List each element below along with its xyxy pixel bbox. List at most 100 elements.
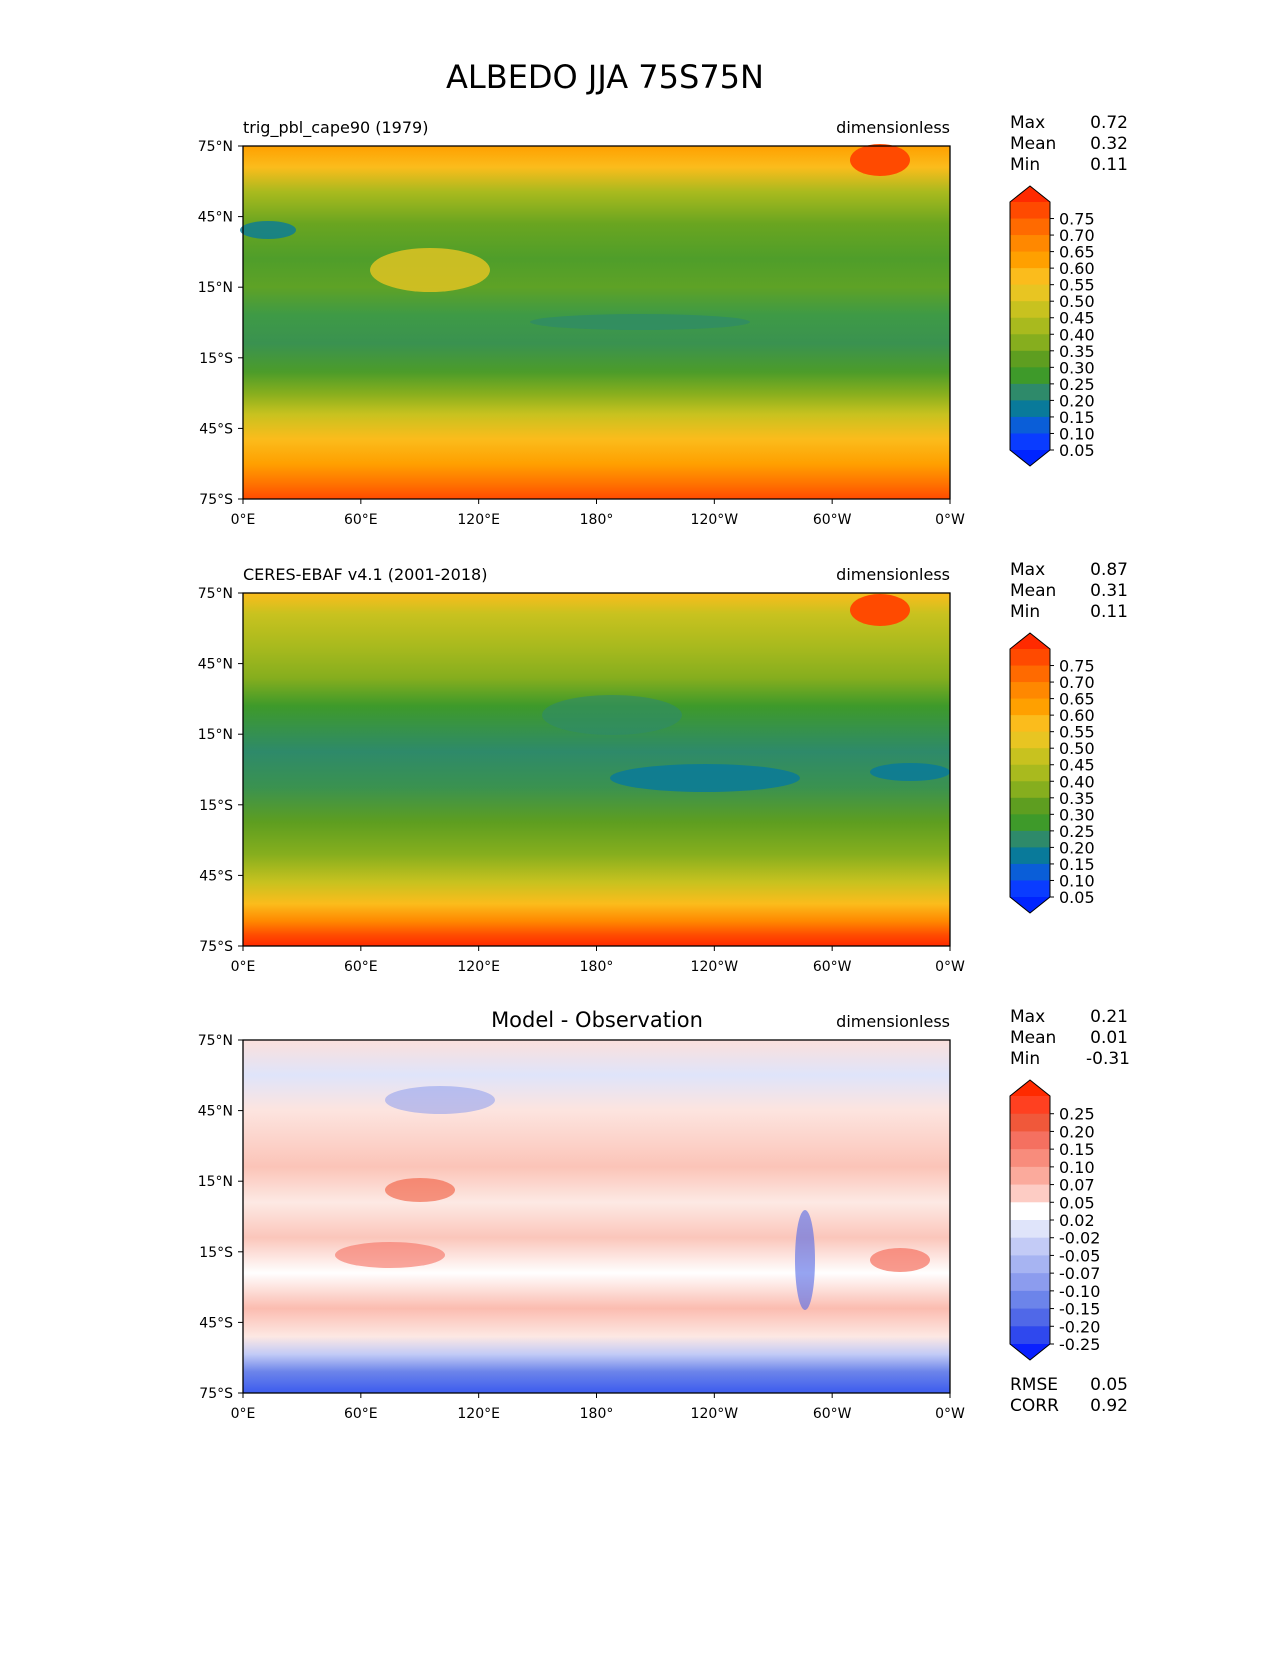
stat-mean-label: Mean — [1010, 1028, 1056, 1048]
colorbar-tick-label: 0.45 — [1059, 756, 1095, 775]
colorbar-bin — [1010, 830, 1050, 848]
colorbar-extend-min — [1010, 897, 1050, 913]
map-feature — [870, 763, 950, 781]
colorbar-tick-label: 0.30 — [1059, 805, 1095, 824]
stat-min-value: 0.11 — [1090, 155, 1128, 175]
colorbar-tick-label: 0.10 — [1059, 424, 1095, 443]
stat-min-label: Min — [1010, 155, 1040, 175]
colorbar-tick-label: -0.20 — [1059, 1317, 1100, 1336]
stat-max-value: 0.21 — [1090, 1007, 1128, 1027]
colorbar-bin — [1010, 880, 1050, 898]
stat-min-label: Min — [1010, 602, 1040, 622]
stat-max-value: 0.87 — [1090, 560, 1128, 580]
stat-mean-value: 0.01 — [1090, 1028, 1128, 1048]
map-feature — [385, 1178, 455, 1202]
colorbar-bin — [1010, 715, 1050, 733]
colorbar-tick-label: 0.55 — [1059, 723, 1095, 742]
colorbar-tick-label: 0.10 — [1059, 1158, 1095, 1177]
map-feature — [870, 1248, 930, 1272]
colorbar-bin — [1010, 317, 1050, 335]
lat-tick-label: 75°N — [198, 586, 233, 602]
colorbar-extend-min — [1010, 1344, 1050, 1360]
lat-tick-label: 75°S — [199, 1386, 233, 1402]
colorbar-tick-label: 0.55 — [1059, 276, 1095, 295]
lon-tick-label: 60°W — [813, 959, 852, 975]
colorbar-tick-label: 0.40 — [1059, 325, 1095, 344]
colorbar-tick-label: 0.07 — [1059, 1176, 1095, 1195]
map-feature — [335, 1242, 445, 1268]
lon-tick-label: 0°E — [231, 959, 256, 975]
colorbar-tick-label: 0.02 — [1059, 1211, 1095, 1230]
colorbar-tick-label: 0.65 — [1059, 690, 1095, 709]
lon-tick-label: 120°E — [457, 1406, 500, 1422]
colorbar-tick-label: 0.35 — [1059, 789, 1095, 808]
colorbar-bin — [1010, 1237, 1050, 1257]
lat-tick-label: 75°S — [199, 939, 233, 955]
panel-subtitle: trig_pbl_cape90 (1979) — [243, 118, 428, 138]
lon-tick-label: 60°W — [813, 1406, 852, 1422]
lon-tick-label: 180° — [580, 512, 614, 528]
colorbar-bin — [1010, 814, 1050, 832]
colorbar-tick-label: -0.05 — [1059, 1246, 1100, 1265]
colorbar-tick-label: 0.20 — [1059, 838, 1095, 857]
lon-tick-label: 0°W — [935, 512, 965, 528]
colorbar-bin — [1010, 1308, 1050, 1327]
colorbar-bin — [1010, 665, 1050, 683]
stat-mean-value: 0.31 — [1090, 581, 1128, 601]
colorbar-extend-max — [1010, 633, 1050, 649]
stat-min-value: -0.31 — [1086, 1049, 1130, 1069]
colorbar-bin — [1010, 383, 1050, 401]
colorbar-tick-label: 0.35 — [1059, 342, 1095, 361]
stat-rmse-value: 0.05 — [1090, 1375, 1128, 1395]
lat-tick-label: 15°S — [199, 351, 233, 367]
stat-max-label: Max — [1010, 113, 1045, 133]
lat-tick-label: 15°N — [198, 1174, 233, 1190]
colorbar-tick-label: -0.25 — [1059, 1335, 1100, 1354]
panel-difference: Model - Observation dimensionless 75°N 45… — [198, 1007, 1130, 1422]
colorbar-tick-label: 0.45 — [1059, 309, 1095, 328]
colorbar-tick-label: 0.15 — [1059, 855, 1095, 874]
map-field — [243, 1040, 950, 1393]
colorbar-bin — [1010, 268, 1050, 286]
stat-mean-label: Mean — [1010, 581, 1056, 601]
figure-title: ALBEDO JJA 75S75N — [446, 58, 764, 96]
colorbar-bin — [1010, 218, 1050, 236]
colorbar-tick-label: 0.70 — [1059, 673, 1095, 692]
colorbar-bin — [1010, 1184, 1050, 1203]
colorbar-bin — [1010, 797, 1050, 815]
lat-tick-label: 15°S — [199, 1245, 233, 1261]
colorbar-bin — [1010, 1096, 1050, 1115]
colorbar-extend-max — [1010, 1080, 1050, 1096]
lat-tick-label: 15°S — [199, 798, 233, 814]
map-field — [243, 593, 950, 946]
lon-tick-label: 120°W — [691, 1406, 739, 1422]
map-feature — [542, 695, 682, 735]
lon-tick-label: 60°E — [344, 959, 378, 975]
stat-corr-label: CORR — [1010, 1396, 1059, 1416]
colorbar-tick-label: -0.02 — [1059, 1229, 1100, 1248]
colorbar-bin — [1010, 764, 1050, 782]
colorbar-tick-label: 0.20 — [1059, 1122, 1095, 1141]
colorbar-bin — [1010, 1326, 1050, 1345]
colorbar-bin — [1010, 1166, 1050, 1186]
lon-tick-label: 120°W — [691, 959, 739, 975]
stat-max-value: 0.72 — [1090, 113, 1128, 133]
colorbar-tick-label: -0.07 — [1059, 1264, 1100, 1283]
colorbar-tick-label: -0.10 — [1059, 1282, 1100, 1301]
colorbar-tick-label: 0.50 — [1059, 292, 1095, 311]
stat-min-value: 0.11 — [1090, 602, 1128, 622]
colorbar-tick-label: 0.75 — [1059, 210, 1095, 229]
colorbar-bin — [1010, 698, 1050, 716]
map-feature — [385, 1086, 495, 1114]
lon-tick-label: 60°E — [344, 512, 378, 528]
colorbar-tick-label: 0.50 — [1059, 739, 1095, 758]
lat-tick-label: 75°N — [198, 1033, 233, 1049]
lat-tick-label: 45°S — [199, 421, 233, 437]
lon-tick-label: 120°E — [457, 959, 500, 975]
colorbar-bin — [1010, 731, 1050, 749]
colorbar-bin — [1010, 202, 1050, 220]
stat-max-label: Max — [1010, 1007, 1045, 1027]
colorbar-tick-label: 0.25 — [1059, 375, 1095, 394]
colorbar-bin — [1010, 863, 1050, 882]
colorbar-bin — [1010, 847, 1050, 865]
